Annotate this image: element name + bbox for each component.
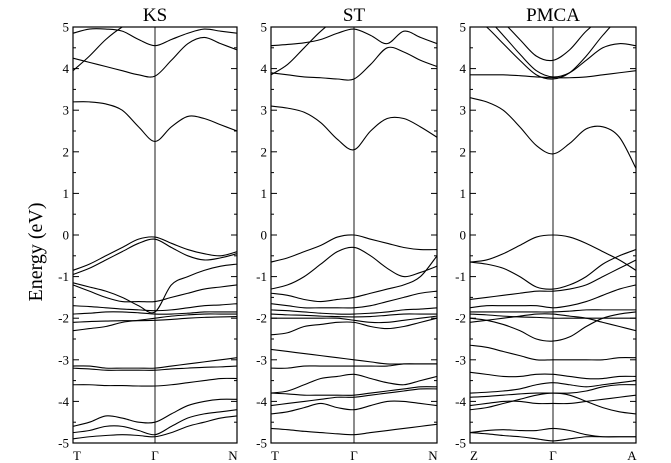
y-tick-label: -4: [58, 394, 69, 409]
band-panel-1: KS 5 4 3 2 1 0 -1 -2 -3 -4 -5 T Γ N: [58, 5, 238, 463]
y-tick-label: -1: [58, 269, 69, 284]
y-tick-label: 3: [63, 103, 70, 118]
y-tick-label: -5: [256, 436, 267, 451]
band-line-1: [73, 27, 124, 72]
kpoint-label: A: [627, 448, 637, 463]
y-tick-label: -1: [455, 269, 466, 284]
panel-frame: [270, 26, 438, 444]
y-tick-label: -4: [256, 394, 267, 409]
panel-title: KS: [143, 5, 167, 26]
y-tick-label: -2: [256, 311, 267, 326]
panel-title: ST: [343, 5, 366, 26]
panel-frame: [469, 26, 637, 444]
kpoint-label: Γ: [151, 448, 159, 463]
panel-frame: [72, 26, 238, 444]
kpoint-label: T: [73, 448, 81, 463]
y-tick-label: -2: [455, 311, 466, 326]
y-tick-label: 4: [63, 61, 70, 76]
y-tick-label: 4: [261, 61, 268, 76]
y-tick-label: -5: [58, 436, 69, 451]
y-tick-label: 0: [63, 228, 70, 243]
y-tick-label: 2: [460, 144, 467, 159]
band-panel-2: ST 5 4 3 2 1 0 -1 -2 -3 -4 -5 T Γ N: [256, 5, 438, 463]
y-tick-label: 5: [460, 20, 467, 35]
band-panel-3: PMCA 5 4 3 2 1 0 -1 -2 -3 -4 -5 Z Γ A: [455, 5, 637, 463]
kpoint-label: N: [228, 448, 238, 463]
kpoint-label: T: [271, 448, 279, 463]
y-tick-label: -5: [455, 436, 466, 451]
y-tick-label: 5: [63, 20, 70, 35]
kpoint-label: Γ: [549, 448, 557, 463]
y-tick-label: 3: [261, 103, 268, 118]
y-tick-label: 0: [460, 228, 467, 243]
y-tick-label: 5: [261, 20, 268, 35]
y-tick-label: -3: [256, 352, 267, 367]
y-tick-label: 1: [261, 186, 268, 201]
y-ticks: 5 4 3 2 1 0 -1 -2 -3 -4 -5: [58, 20, 237, 451]
kpoint-label: Z: [470, 448, 478, 463]
y-tick-label: 3: [460, 103, 467, 118]
kpoint-label: Γ: [350, 448, 358, 463]
y-tick-label: 4: [460, 61, 467, 76]
y-tick-label: -3: [455, 352, 466, 367]
y-tick-label: -4: [455, 394, 466, 409]
y-tick-label: -2: [58, 311, 69, 326]
panel-title: PMCA: [526, 5, 580, 26]
y-tick-label: 0: [261, 228, 268, 243]
y-tick-label: 1: [63, 186, 70, 201]
panels: KS 5 4 3 2 1 0 -1 -2 -3 -4 -5 T Γ N ST 5 4 3 2 1 0 -1 -2 -3 -4 -5 T…: [58, 5, 637, 463]
band-line-1: [271, 27, 327, 76]
kpoint-label: N: [428, 448, 438, 463]
y-tick-label: 1: [460, 186, 467, 201]
y-tick-label: -1: [256, 269, 267, 284]
y-tick-label: -3: [58, 352, 69, 367]
y-tick-label: 2: [261, 144, 268, 159]
y-axis-label: Energy (eV): [25, 202, 47, 301]
y-tick-label: 2: [63, 144, 70, 159]
